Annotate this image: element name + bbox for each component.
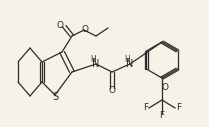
Text: H: H: [90, 55, 96, 64]
Text: H: H: [124, 55, 130, 64]
Text: S: S: [53, 92, 59, 102]
Text: N: N: [126, 59, 134, 69]
Text: F: F: [176, 104, 181, 113]
Text: N: N: [92, 59, 100, 69]
Text: O: O: [82, 25, 89, 34]
Text: O: O: [162, 83, 169, 92]
Text: O: O: [108, 86, 116, 95]
Text: F: F: [143, 104, 148, 113]
Text: F: F: [159, 111, 164, 120]
Text: O: O: [57, 21, 64, 30]
